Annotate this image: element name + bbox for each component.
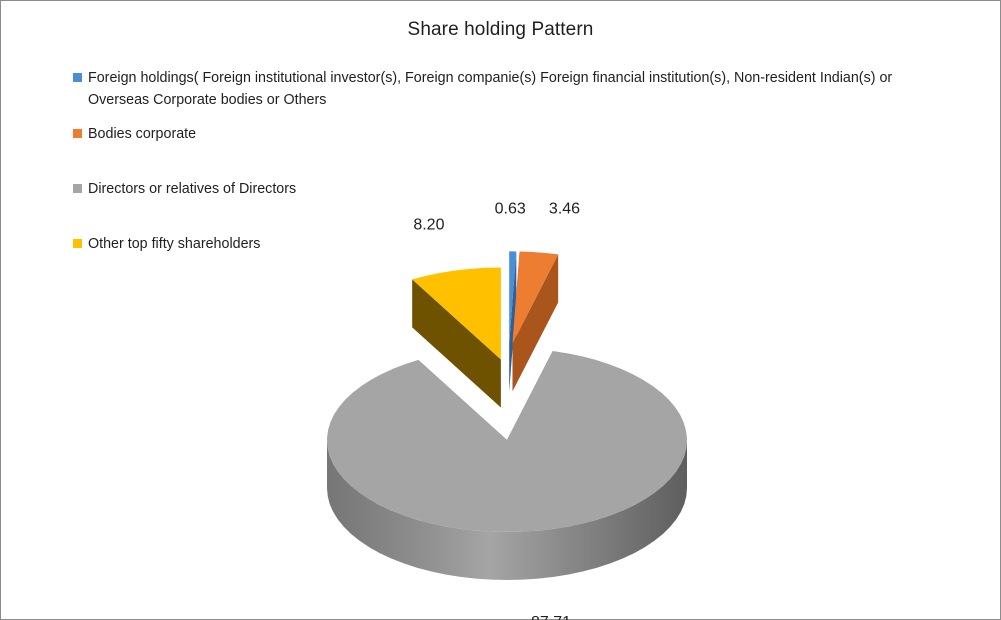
legend-swatch-bodies-corporate: [73, 129, 82, 138]
data-label-directors: 87.71: [531, 614, 571, 620]
legend-swatch-directors: [73, 184, 82, 193]
legend-label-bodies-corporate: Bodies corporate: [88, 126, 197, 142]
pie-slice-foreign-holdings: [509, 251, 517, 344]
legend-entry-other-top-fifty: Other top fifty shareholders: [73, 233, 953, 255]
pie-wall-directors: [327, 440, 687, 580]
legend-entry-foreign-holdings: Foreign holdings( Foreign institutional …: [73, 67, 953, 111]
pie-flank-bodies-corporate-1: [512, 254, 559, 392]
pie-slice-directors: [327, 351, 687, 532]
legend-swatch-other-top-fifty: [73, 239, 82, 248]
legend-label-other-top-fifty: Other top fifty shareholders: [88, 236, 261, 252]
pie-data-labels: 0.63 3.46 87.71 8.20: [413, 200, 580, 620]
legend-swatch-foreign-holdings: [73, 73, 82, 82]
legend-entry-bodies-corporate: Bodies corporate: [73, 123, 953, 145]
legend-label-foreign-holdings: Foreign holdings( Foreign institutional …: [88, 70, 893, 108]
pie-slice-other-top-fifty: [412, 267, 501, 360]
data-label-bodies-corporate: 3.46: [549, 200, 580, 217]
chart-legend: Foreign holdings( Foreign institutional …: [73, 67, 953, 267]
legend-label-directors: Directors or relatives of Directors: [88, 181, 297, 197]
pie-slice-bodies-corporate: [512, 251, 559, 344]
pie-tops: [327, 251, 687, 532]
pie-flank-other-top-fifty-0: [412, 279, 501, 408]
chart-title: Share holding Pattern: [407, 19, 594, 40]
data-label-other-top-fifty: 8.20: [413, 217, 444, 234]
data-label-foreign-holdings: 0.63: [495, 200, 526, 217]
pie-flank-foreign-holdings-1: [509, 251, 517, 392]
legend-entry-directors: Directors or relatives of Directors: [73, 178, 953, 200]
